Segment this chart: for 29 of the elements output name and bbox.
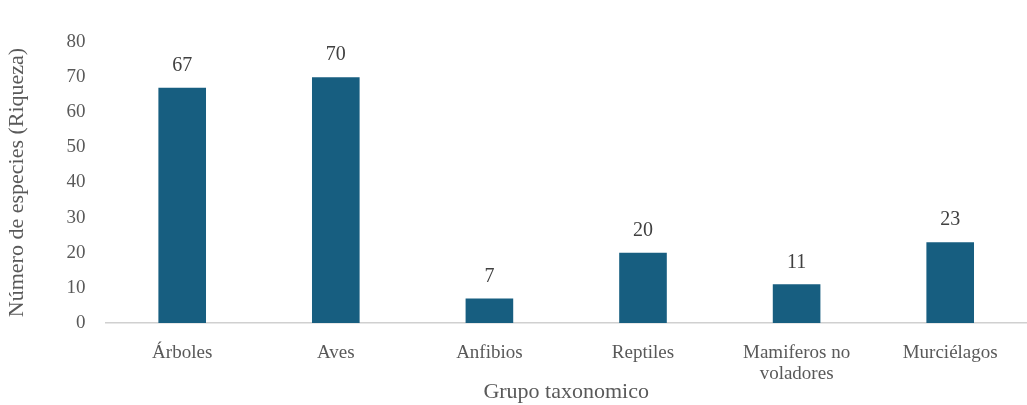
x-tick-label: Anfibios xyxy=(456,341,523,363)
y-tick-label: 20 xyxy=(66,240,86,262)
x-tick-label: Aves xyxy=(316,341,355,363)
x-tick-label: Reptiles xyxy=(611,341,675,363)
data-label: 7 xyxy=(484,263,495,286)
y-tick-label: 70 xyxy=(66,65,86,87)
bar xyxy=(311,77,360,323)
y-axis-title: Número de especies (Riqueza) xyxy=(2,47,28,318)
y-tick-label: 0 xyxy=(75,310,86,332)
y-tick-label: 40 xyxy=(66,170,86,192)
data-label: 23 xyxy=(940,207,961,230)
data-label: 70 xyxy=(325,42,346,65)
bar xyxy=(465,298,514,323)
y-tick-label: 60 xyxy=(66,100,86,122)
bar xyxy=(158,87,207,323)
data-label: 20 xyxy=(633,218,653,240)
x-tick-label: Mamiferos no voladores xyxy=(743,341,851,384)
bar xyxy=(619,252,667,323)
data-label: 11 xyxy=(786,249,807,272)
data-label: 67 xyxy=(172,52,193,75)
y-tick-label: 30 xyxy=(66,205,86,227)
x-tick-label: Murciélagos xyxy=(902,341,998,363)
y-tick-label: 80 xyxy=(66,29,86,51)
y-tick-label: 50 xyxy=(66,135,86,157)
bar xyxy=(926,242,975,323)
y-tick-label: 10 xyxy=(66,275,86,297)
x-tick-label: Árboles xyxy=(152,341,213,363)
x-axis-title: Grupo taxonomico xyxy=(483,377,649,403)
bar xyxy=(772,284,821,323)
